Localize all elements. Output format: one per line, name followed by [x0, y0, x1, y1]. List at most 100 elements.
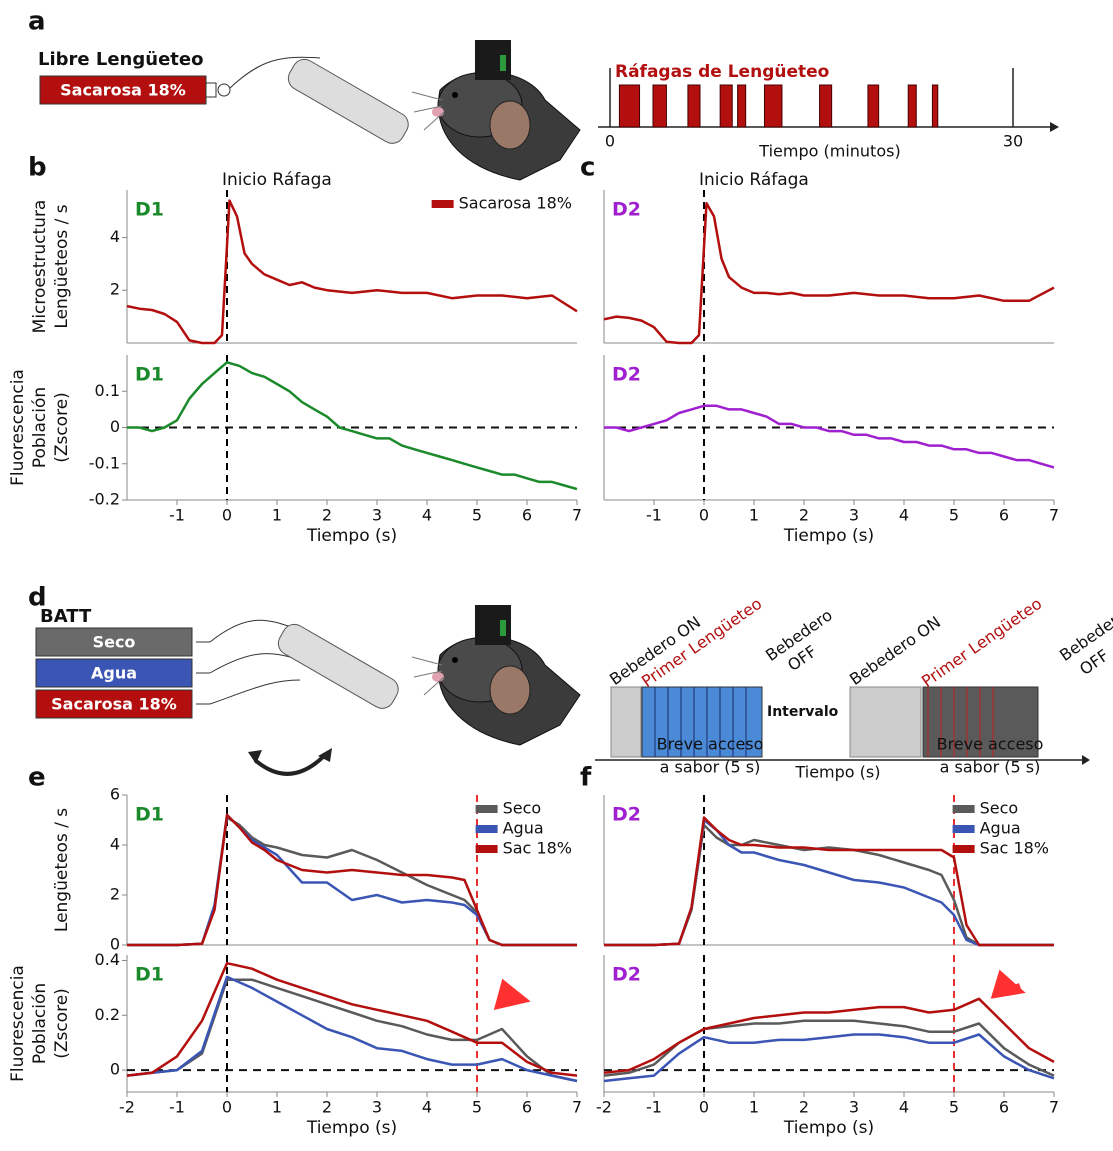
- day-tag: D1: [135, 199, 164, 221]
- burst: [932, 85, 937, 127]
- legend-label: Seco: [980, 799, 1019, 818]
- interval-label: Intervalo: [767, 704, 839, 720]
- highlight-arrow: [498, 984, 524, 1006]
- x-tick-label: 7: [572, 1098, 582, 1117]
- burst: [868, 85, 879, 127]
- y-tick-label: 2: [110, 280, 120, 299]
- x-tick-label: 2: [799, 1098, 809, 1117]
- x-tick-label: 3: [849, 506, 859, 525]
- day-tag: D1: [135, 804, 164, 826]
- x-tick-label: 3: [372, 506, 382, 525]
- x-tick-label: 0: [699, 506, 709, 525]
- panel-label: c: [580, 153, 595, 183]
- series-line: [604, 406, 1054, 468]
- y-tick-label: 0.2: [95, 1005, 120, 1024]
- x-tick-label: 6: [522, 506, 532, 525]
- x-tick-label: 7: [1049, 506, 1059, 525]
- burst: [688, 85, 700, 127]
- x-tick-label: 2: [322, 506, 332, 525]
- burst: [908, 85, 916, 127]
- legend-label: Sac 18%: [503, 839, 572, 858]
- panel-label: f: [580, 763, 592, 793]
- legend-label: Agua: [503, 819, 544, 838]
- x-axis-label: Tiempo (minutos): [758, 142, 900, 161]
- x-tick-label: 6: [999, 506, 1009, 525]
- y-tick-label: 4: [110, 835, 120, 854]
- x-tick-label: 1: [272, 1098, 282, 1117]
- x-axis-label: Tiempo (s): [306, 1118, 397, 1138]
- condition-title: Libre Lengüeteo: [38, 49, 203, 70]
- burst: [738, 85, 746, 127]
- x-tick-label: 7: [572, 506, 582, 525]
- x-tick-label: -1: [646, 506, 662, 525]
- legend-label: Sacarosa 18%: [459, 194, 572, 213]
- y-axis-label: (Zscore): [52, 392, 72, 463]
- timeline-x-label: Tiempo (s): [794, 763, 880, 782]
- series-line: [127, 362, 577, 489]
- x-axis-label: Tiempo (s): [783, 526, 874, 546]
- x-tick-label: -2: [119, 1098, 135, 1117]
- bottle-label: Seco: [93, 633, 136, 652]
- day-tag: D2: [612, 804, 641, 826]
- y-tick-label: 0.1: [95, 381, 120, 400]
- burst: [764, 85, 781, 127]
- day-tag: D1: [135, 364, 164, 386]
- x-tick-label: 5: [949, 506, 959, 525]
- y-axis-label: Fluorescencia: [8, 369, 28, 486]
- series-line: [604, 1035, 1054, 1082]
- bottle-label: Sacarosa 18%: [51, 695, 177, 714]
- sipper: [284, 55, 413, 148]
- series-line: [604, 203, 1054, 343]
- x-tick-label: 3: [372, 1098, 382, 1117]
- chart-title: Inicio Ráfaga: [222, 170, 332, 190]
- y-tick-label: 0: [110, 1060, 120, 1079]
- x-tick-label: 7: [1049, 1098, 1059, 1117]
- burst: [619, 85, 639, 127]
- access-note: Breve acceso: [937, 735, 1044, 754]
- panel-d-schematic: d BATT Seco Agua Sacarosa 18% Intervalo …: [28, 583, 1113, 782]
- chart-title: Inicio Ráfaga: [699, 170, 809, 190]
- y-axis-label: (Zscore): [52, 988, 72, 1059]
- legend-label: Sac 18%: [980, 839, 1049, 858]
- burst: [720, 85, 732, 127]
- sipper: [274, 620, 403, 713]
- y-tick-label: 4: [110, 227, 120, 246]
- y-axis-label: Lengüeteos / s: [52, 204, 72, 328]
- x-tick-label: 30: [1003, 132, 1023, 151]
- panel-label: b: [28, 153, 47, 183]
- x-axis-label: Tiempo (s): [783, 1118, 874, 1138]
- y-tick-label: 2: [110, 885, 120, 904]
- x-tick-label: 6: [522, 1098, 532, 1117]
- x-tick-label: 4: [422, 506, 432, 525]
- x-tick-label: 6: [999, 1098, 1009, 1117]
- y-axis-label: Población: [30, 983, 50, 1064]
- y-axis-label: Lengüeteos / s: [52, 808, 72, 932]
- y-axis-label: Población: [30, 387, 50, 468]
- access-note: Breve acceso: [657, 735, 764, 754]
- raster-title: Ráfagas de Lengüeteo: [615, 62, 829, 82]
- event-label: Primer Lengüeteo: [918, 594, 1045, 691]
- access-note: a sabor (5 s): [660, 758, 761, 777]
- y-axis-label: Microestructura: [30, 200, 50, 334]
- x-tick-label: 1: [272, 506, 282, 525]
- x-tick-label: 2: [322, 1098, 332, 1117]
- figure: a Libre Lengüeteo Sacarosa 18% d BATT Se…: [0, 0, 1113, 1151]
- y-tick-label: 6: [110, 785, 120, 804]
- legend-label: Seco: [503, 799, 542, 818]
- panel-label: e: [28, 763, 46, 793]
- x-tick-label: -1: [169, 1098, 185, 1117]
- access-box: [850, 687, 921, 757]
- timeline-arrow: [1082, 755, 1090, 765]
- highlight-arrow: [995, 975, 1020, 995]
- y-tick-label: 0.4: [95, 950, 120, 969]
- mouse: [412, 605, 580, 745]
- mouse: [412, 40, 580, 180]
- x-tick-label: 0: [699, 1098, 709, 1117]
- x-tick-label: 0: [222, 506, 232, 525]
- axis-arrow: [1050, 122, 1059, 132]
- x-tick-label: 2: [799, 506, 809, 525]
- y-tick-label: -0.1: [89, 453, 120, 472]
- day-tag: D2: [612, 964, 641, 986]
- x-tick-label: 4: [899, 506, 909, 525]
- x-axis-label: Tiempo (s): [306, 526, 397, 546]
